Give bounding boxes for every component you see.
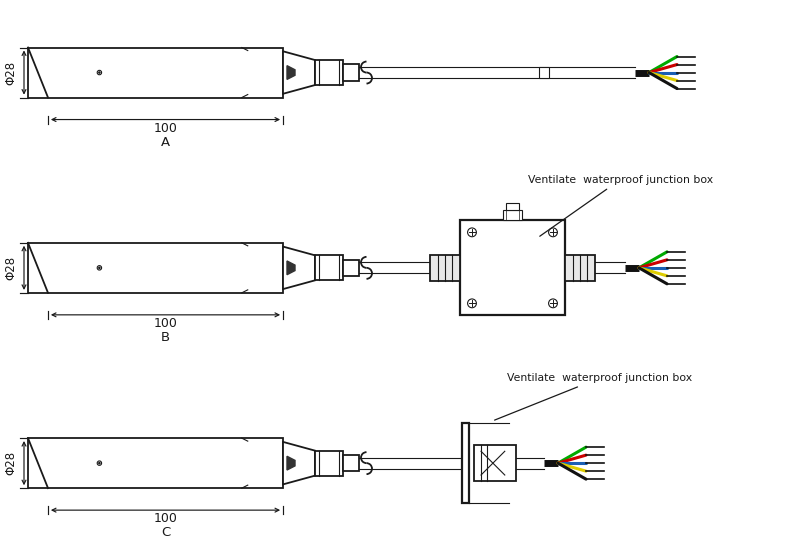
FancyBboxPatch shape <box>28 438 283 488</box>
Polygon shape <box>283 51 315 94</box>
FancyBboxPatch shape <box>28 243 283 293</box>
Bar <box>565 255 595 281</box>
Text: 100: 100 <box>154 512 178 525</box>
Bar <box>503 210 522 220</box>
Polygon shape <box>287 66 295 79</box>
FancyBboxPatch shape <box>28 47 283 98</box>
Circle shape <box>99 72 100 73</box>
Bar <box>460 220 565 315</box>
Bar <box>506 203 519 210</box>
Bar <box>343 455 359 472</box>
Text: Ventilate  waterproof junction box: Ventilate waterproof junction box <box>494 373 692 420</box>
Circle shape <box>99 267 100 268</box>
Bar <box>315 256 343 280</box>
Bar <box>462 423 469 503</box>
Bar <box>315 451 343 475</box>
Bar <box>343 64 359 81</box>
Text: A: A <box>161 136 170 148</box>
Bar <box>539 67 549 78</box>
Text: Φ28: Φ28 <box>4 60 17 85</box>
Bar <box>315 60 343 85</box>
Bar <box>474 445 516 481</box>
Polygon shape <box>283 247 315 289</box>
Text: 100: 100 <box>154 122 178 134</box>
Text: C: C <box>161 526 170 539</box>
Bar <box>343 259 359 276</box>
Bar <box>430 255 460 281</box>
Text: B: B <box>161 331 170 344</box>
Text: Ventilate  waterproof junction box: Ventilate waterproof junction box <box>527 175 713 236</box>
Text: 100: 100 <box>154 317 178 330</box>
Text: Φ28: Φ28 <box>4 256 17 280</box>
Text: Φ28: Φ28 <box>4 451 17 475</box>
Polygon shape <box>287 261 295 275</box>
Polygon shape <box>287 456 295 470</box>
Polygon shape <box>283 442 315 484</box>
Circle shape <box>99 463 100 464</box>
